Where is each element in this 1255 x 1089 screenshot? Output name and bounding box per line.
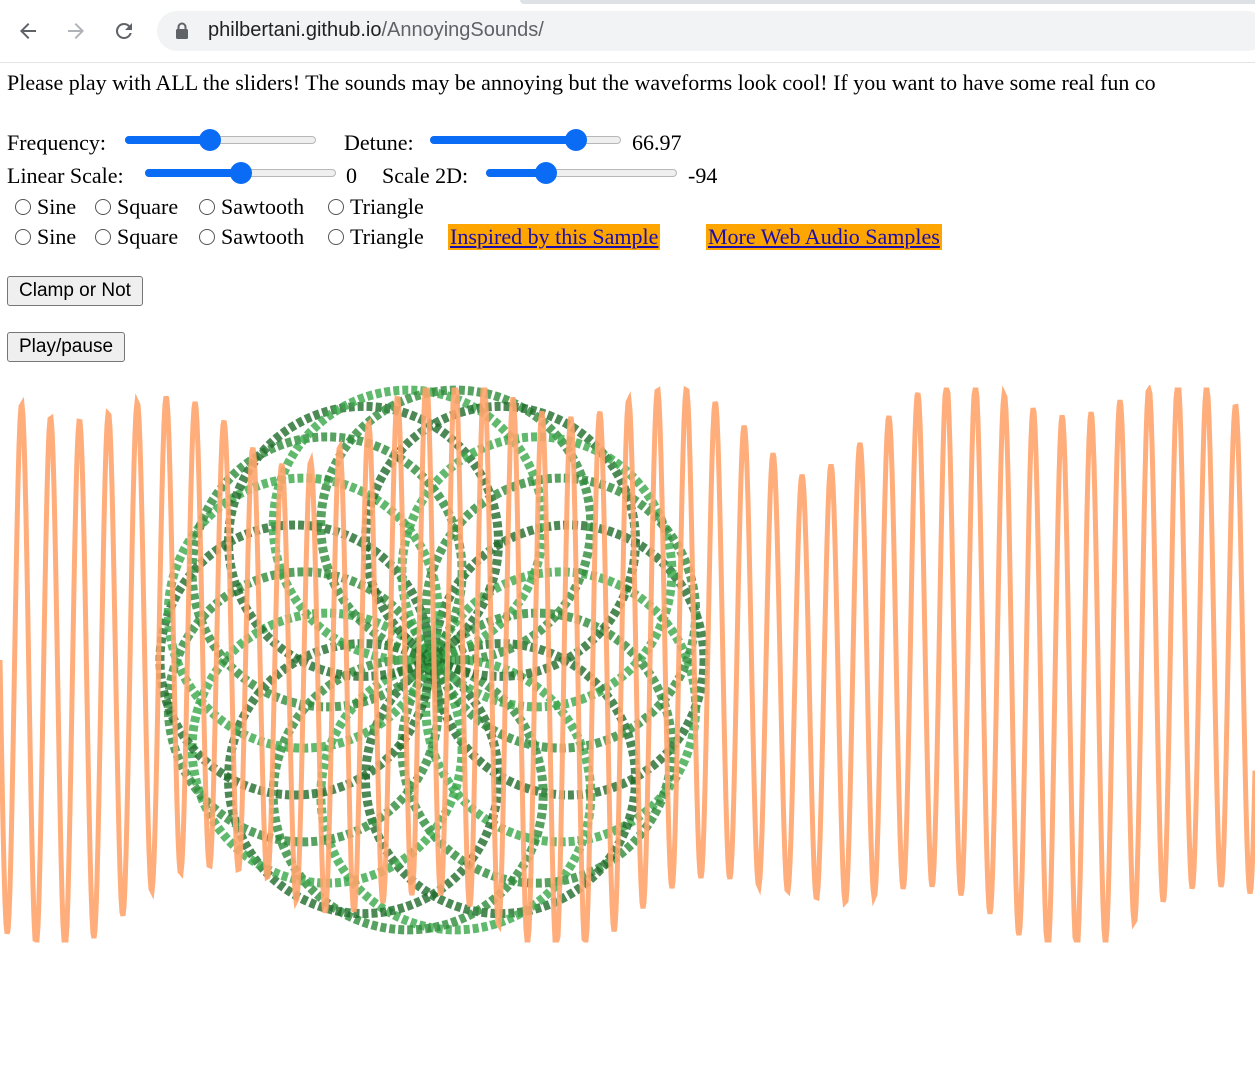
url-text: philbertani.github.io/AnnoyingSounds/ <box>208 19 544 42</box>
detune-value: 66.97 <box>632 130 682 155</box>
scale-2d-slider[interactable] <box>486 162 677 184</box>
slider-thumb[interactable] <box>565 129 588 151</box>
radio-circle[interactable] <box>15 199 31 215</box>
slider-thumb[interactable] <box>229 162 252 184</box>
linear-scale-slider[interactable] <box>145 162 336 184</box>
more-web-audio-samples-link[interactable]: More Web Audio Samples <box>706 224 942 250</box>
spirograph-loop <box>268 385 548 665</box>
slider-fill <box>125 136 211 144</box>
detune-slider[interactable] <box>430 129 621 151</box>
waveform-canvas <box>0 383 1255 945</box>
slider-fill <box>145 169 241 177</box>
back-arrow-icon[interactable] <box>13 16 43 46</box>
waveform-radio-group-1: Sine Square Sawtooth Triangle <box>15 194 445 222</box>
radio-sine-1[interactable]: Sine <box>15 194 76 220</box>
linear-scale-value: 0 <box>346 163 357 188</box>
waveform-visualization <box>0 383 1255 943</box>
address-bar[interactable]: philbertani.github.io/AnnoyingSounds/ <box>157 11 1255 51</box>
tab-strip <box>520 0 1255 4</box>
detune-label: Detune: <box>344 130 414 155</box>
url-path: /AnnoyingSounds/ <box>381 19 544 41</box>
scale-2d-label: Scale 2D: <box>382 163 469 188</box>
audio-waveform-line <box>0 383 1255 943</box>
radio-sine-2[interactable]: Sine <box>15 224 76 250</box>
slider-thumb[interactable] <box>199 129 222 151</box>
radio-label: Sine <box>37 224 77 249</box>
radio-triangle-1[interactable]: Triangle <box>328 194 424 220</box>
forward-arrow-icon[interactable] <box>61 16 91 46</box>
radio-label: Sawtooth <box>221 194 305 219</box>
url-host: philbertani.github.io <box>208 19 382 41</box>
radio-triangle-2[interactable]: Triangle <box>328 224 424 250</box>
browser-toolbar: philbertani.github.io/AnnoyingSounds/ <box>0 0 1255 63</box>
radio-sawtooth-2[interactable]: Sawtooth <box>199 224 304 250</box>
radio-label: Triangle <box>350 224 424 249</box>
radio-sawtooth-1[interactable]: Sawtooth <box>199 194 304 220</box>
slider-fill <box>486 169 546 177</box>
frequency-label: Frequency: <box>7 130 106 155</box>
radio-label: Sine <box>37 194 77 219</box>
intro-text: Please play with ALL the sliders! The so… <box>7 70 1156 95</box>
radio-square-1[interactable]: Square <box>95 194 178 220</box>
slider-fill <box>430 136 577 144</box>
spirograph-loop <box>163 567 443 847</box>
inspired-sample-link[interactable]: Inspired by this Sample <box>448 224 661 250</box>
radio-label: Square <box>117 224 179 249</box>
radio-label: Sawtooth <box>221 224 305 249</box>
clamp-button[interactable]: Clamp or Not <box>7 276 143 306</box>
scale-2d-value: -94 <box>688 163 718 188</box>
radio-circle[interactable] <box>199 199 215 215</box>
radio-circle[interactable] <box>328 229 344 245</box>
linear-scale-label: Linear Scale: <box>7 163 124 188</box>
play-pause-button[interactable]: Play/pause <box>7 332 126 362</box>
radio-circle[interactable] <box>328 199 344 215</box>
waveform-radio-group-2: Sine Square Sawtooth Triangle <box>15 224 445 252</box>
frequency-slider[interactable] <box>125 129 316 151</box>
radio-square-2[interactable]: Square <box>95 224 178 250</box>
lock-icon <box>175 22 189 45</box>
radio-circle[interactable] <box>15 229 31 245</box>
slider-thumb[interactable] <box>535 162 557 184</box>
radio-circle[interactable] <box>95 199 111 215</box>
radio-label: Square <box>117 194 179 219</box>
radio-label: Triangle <box>350 194 424 219</box>
radio-circle[interactable] <box>199 229 215 245</box>
reload-icon[interactable] <box>109 16 139 46</box>
radio-circle[interactable] <box>95 229 111 245</box>
